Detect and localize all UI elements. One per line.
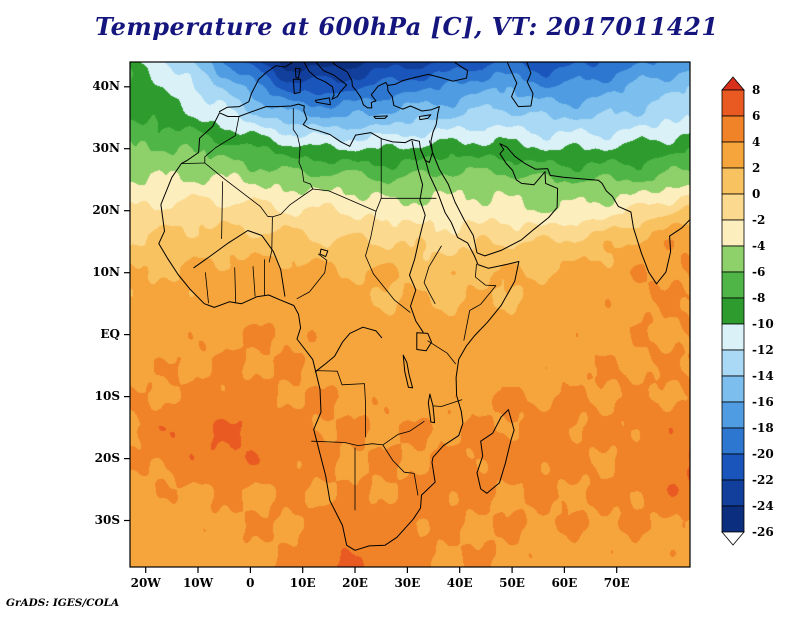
colorbar-band xyxy=(721,193,745,221)
colorbar-tick-label: -8 xyxy=(752,291,765,305)
y-axis-tick-label: 30S xyxy=(94,512,120,527)
colorbar-tick-label: 0 xyxy=(752,187,760,201)
x-axis-tick-label: 60E xyxy=(551,576,578,590)
colorbar-band xyxy=(721,89,745,117)
colorbar-band xyxy=(721,297,745,325)
colorbar: 8 6 4 2 0 -2 -4 -6 -8 -10 -12 -14 -16 -18 -20 -22 -24 -26 xyxy=(721,76,774,546)
colorbar-tick-label: -16 xyxy=(752,395,774,409)
y-axis-tick-label: 10N xyxy=(92,264,120,279)
colorbar-band xyxy=(721,375,745,403)
colorbar-band xyxy=(721,401,745,429)
colorbar-band xyxy=(721,115,745,143)
colorbar-under-arrow xyxy=(721,531,745,546)
colorbar-tick-label: -20 xyxy=(752,447,774,461)
colorbar-band xyxy=(721,141,745,169)
colorbar-band xyxy=(721,167,745,195)
colorbar-tick-label: -2 xyxy=(752,213,765,227)
colorbar-tick-label: -24 xyxy=(752,499,774,513)
y-axis-tick-label: 30N xyxy=(92,140,120,155)
colorbar-tick-label: 2 xyxy=(752,161,760,175)
x-axis-tick-label: 10W xyxy=(182,576,214,590)
x-axis-tick-label: 70E xyxy=(603,576,630,590)
grads-credit: GrADS: IGES/COLA xyxy=(6,597,120,609)
temperature-field-map xyxy=(130,62,690,567)
colorbar-band xyxy=(721,245,745,273)
y-axis-tick-label: 40N xyxy=(92,78,120,93)
y-axis-tick-label: EQ xyxy=(100,326,120,341)
colorbar-band xyxy=(721,479,745,507)
colorbar-over-arrow xyxy=(721,76,745,91)
colorbar-band xyxy=(721,271,745,299)
colorbar-tick-label: 8 xyxy=(752,83,760,97)
colorbar-tick-label: -18 xyxy=(752,421,774,435)
colorbar-band xyxy=(721,349,745,377)
x-axis-tick-label: 40E xyxy=(446,576,473,590)
colorbar-tick-label: -14 xyxy=(752,369,774,383)
x-axis-tick-label: 50E xyxy=(499,576,525,590)
plot-title: Temperature at 600hPa [C], VT: 201701142… xyxy=(95,12,719,41)
colorbar-tick-label: -10 xyxy=(752,317,774,331)
colorbar-tick-label: -6 xyxy=(752,265,765,279)
colorbar-band xyxy=(721,427,745,455)
colorbar-tick-label: -26 xyxy=(752,525,774,539)
x-axis-tick-label: 30E xyxy=(394,576,421,590)
colorbar-band xyxy=(721,505,745,533)
y-axis-tick-label: 20N xyxy=(92,202,120,217)
colorbar-band xyxy=(721,323,745,351)
colorbar-band xyxy=(721,219,745,247)
colorbar-tick-label: -12 xyxy=(752,343,774,357)
colorbar-tick-label: -22 xyxy=(752,473,774,487)
colorbar-tick-label: -4 xyxy=(752,239,765,253)
x-axis-tick-label: 10E xyxy=(289,576,316,590)
x-axis-tick-label: 0 xyxy=(246,576,255,590)
y-axis-tick-label: 10S xyxy=(94,388,120,403)
coastlines-borders-overlay xyxy=(124,61,691,573)
colorbar-band xyxy=(721,453,745,481)
x-axis-tick-label: 20W xyxy=(130,576,161,590)
x-axis-tick-label: 20E xyxy=(342,576,368,590)
colorbar-tick-label: 4 xyxy=(752,135,760,149)
colorbar-tick-label: 6 xyxy=(752,109,760,123)
y-axis-tick-label: 20S xyxy=(94,450,120,465)
